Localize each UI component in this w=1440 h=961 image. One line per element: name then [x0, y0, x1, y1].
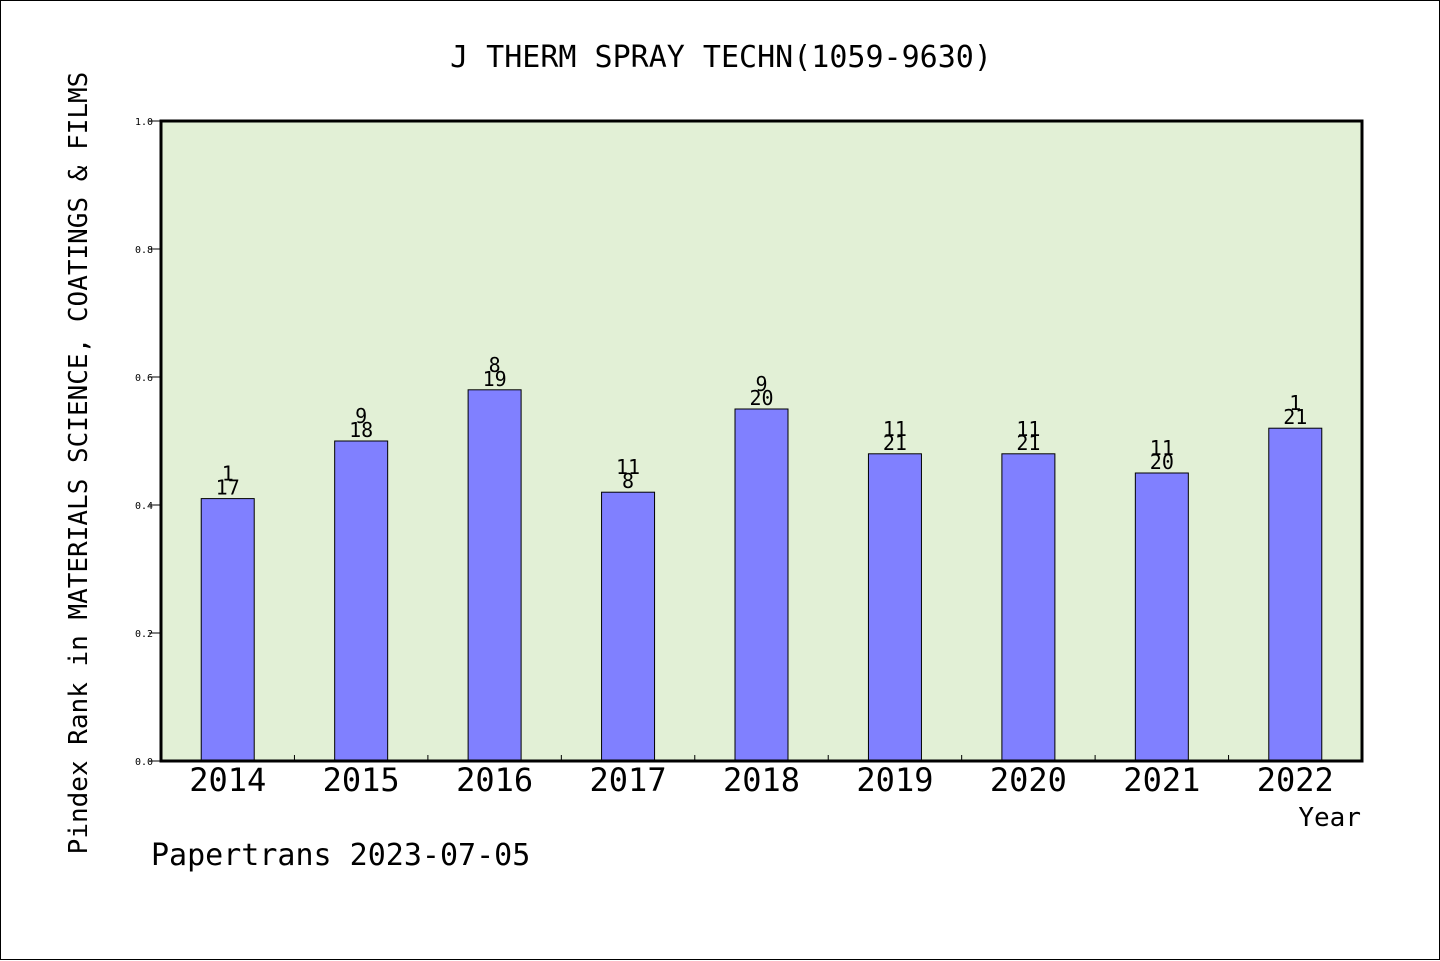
y-tick-label: 0.8 — [135, 245, 153, 256]
bar-label-top-2014: 1 — [222, 462, 234, 486]
x-tick-label-2018: 2018 — [723, 761, 800, 799]
bar-label-top-2022: 1 — [1289, 391, 1301, 415]
bar-label-top-2018: 9 — [755, 372, 767, 396]
x-tick-label-2015: 2015 — [323, 761, 400, 799]
y-tick-label: 1.0 — [135, 117, 153, 128]
bar-2021 — [1134, 472, 1189, 762]
bar-label-top-2015: 9 — [355, 404, 367, 428]
footer-credit: Papertrans 2023-07-05 — [151, 838, 530, 873]
bar-2017 — [601, 491, 656, 762]
bar-2022 — [1268, 427, 1323, 762]
x-tick-label-2017: 2017 — [590, 761, 667, 799]
bar-2014 — [200, 498, 255, 762]
bar-label-top-2020: 11 — [1016, 417, 1040, 441]
plot-border — [159, 119, 1364, 763]
bar-label-bottom-2015: 18 — [349, 418, 373, 442]
bar-label-top-2021: 11 — [1150, 436, 1174, 460]
bar-label-bottom-2020: 21 — [1016, 431, 1040, 455]
x-tick-label-2019: 2019 — [856, 761, 933, 799]
bar-label-top-2017: 11 — [616, 455, 640, 479]
x-tick-label-2022: 2022 — [1257, 761, 1334, 799]
x-tick-label-2020: 2020 — [990, 761, 1067, 799]
x-axis-label: Year — [1298, 803, 1361, 833]
y-axis-label: Pindex Rank in MATERIALS SCIENCE, COATIN… — [64, 72, 94, 855]
x-tick-label-2014: 2014 — [189, 761, 266, 799]
bar-2015 — [334, 440, 389, 762]
x-tick-label-2016: 2016 — [456, 761, 533, 799]
bar-label-bottom-2019: 21 — [883, 431, 907, 455]
x-tick-label-2021: 2021 — [1123, 761, 1200, 799]
bar-label-bottom-2016: 19 — [483, 367, 507, 391]
bar-label-bottom-2021: 20 — [1150, 450, 1174, 474]
bar-label-top-2016: 8 — [489, 353, 501, 377]
y-tick-label: 0.0 — [135, 757, 153, 768]
y-tick-label: 0.2 — [135, 629, 153, 640]
bar-label-bottom-2022: 21 — [1283, 405, 1307, 429]
bar-group — [200, 389, 1323, 762]
y-tick-label: 0.6 — [135, 373, 153, 384]
bar-label-bottom-2014: 17 — [216, 476, 240, 500]
bar-2019 — [867, 453, 922, 762]
chart-title: J THERM SPRAY TECHN(1059-9630) — [450, 40, 992, 75]
y-axis-ticks: 0.0 0.2 0.4 0.6 0.8 1.0 — [135, 117, 161, 768]
bar-label-top-2019: 11 — [883, 417, 907, 441]
bar-2018 — [734, 408, 789, 762]
bar-label-bottom-2017: 8 — [622, 469, 634, 493]
y-tick-label: 0.4 — [135, 501, 153, 512]
x-axis-ticks: 2014 2015 2016 2017 2018 2019 2020 2021 2022 — [189, 755, 1334, 799]
bar-2020 — [1001, 453, 1056, 762]
bar-label-bottom-2018: 20 — [749, 386, 773, 410]
bar-2016 — [467, 389, 522, 762]
